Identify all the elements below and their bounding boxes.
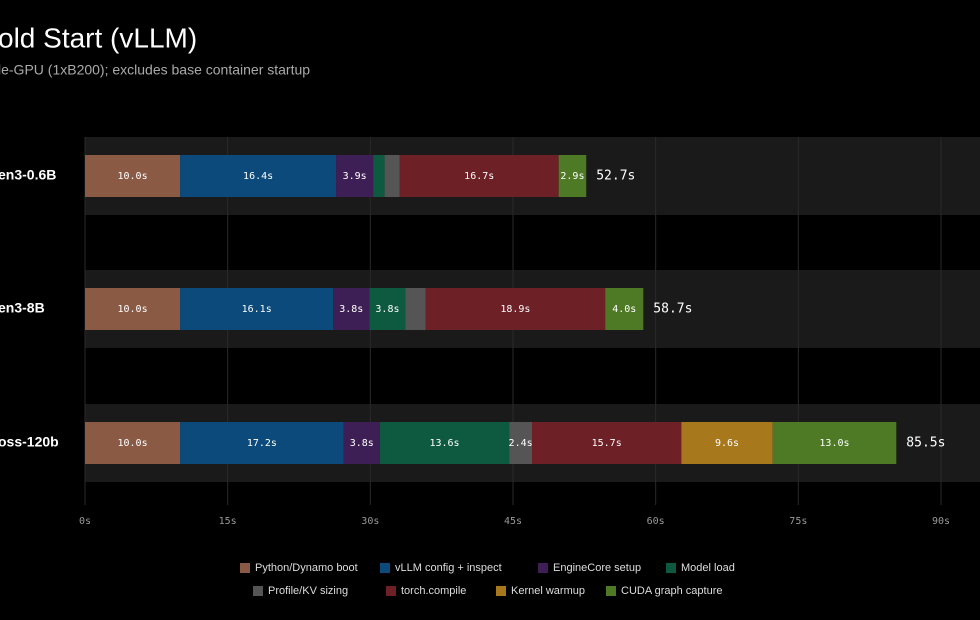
legend-swatch <box>253 586 263 596</box>
legend-label: Python/Dynamo boot <box>255 562 358 574</box>
legend-label: Kernel warmup <box>511 585 585 597</box>
legend-swatch <box>386 586 396 596</box>
bar-segment <box>369 288 406 330</box>
value-label: 10.0s <box>118 304 148 315</box>
legend-label: torch.compile <box>401 585 466 597</box>
legend-swatch <box>496 586 506 596</box>
legend-swatch <box>538 563 548 573</box>
bar-segment <box>336 155 374 197</box>
total-label: 58.7s <box>653 302 692 317</box>
bar-segment <box>772 422 897 464</box>
x-tick-label: 15s <box>219 516 237 527</box>
value-label: 3.8s <box>375 304 399 315</box>
bar-segment <box>399 155 559 197</box>
value-label: 13.0s <box>819 438 849 449</box>
value-label: 3.8s <box>350 438 374 449</box>
bar-segment <box>180 155 337 197</box>
category-label: en3-8B <box>0 300 45 316</box>
legend-swatch <box>666 563 676 573</box>
legend-label: CUDA graph capture <box>621 585 723 597</box>
bar-segment <box>379 422 510 464</box>
value-label: 4.0s <box>612 304 636 315</box>
category-label: en3-0.6B <box>0 167 56 183</box>
category-label: oss-120b <box>0 434 59 450</box>
x-tick-label: 30s <box>361 516 379 527</box>
bar-segment <box>425 288 606 330</box>
bar-segment <box>558 155 587 197</box>
chart-subtitle: le-GPU (1xB200); excludes base container… <box>0 62 310 78</box>
value-label: 10.0s <box>118 438 148 449</box>
bar-segment <box>180 422 344 464</box>
value-label: 9.6s <box>715 438 739 449</box>
value-label: 18.9s <box>500 304 530 315</box>
legend-label: Profile/KV sizing <box>268 585 348 597</box>
x-tick-label: 75s <box>789 516 807 527</box>
value-label: 3.8s <box>339 304 363 315</box>
bar-segment <box>384 155 400 197</box>
legend-swatch <box>606 586 616 596</box>
bar-segment <box>180 288 334 330</box>
x-tick-label: 60s <box>647 516 665 527</box>
legend-label: vLLM config + inspect <box>395 562 502 574</box>
bar-segment <box>605 288 644 330</box>
bar-segment <box>509 422 533 464</box>
legend-label: Model load <box>681 562 735 574</box>
bar-segment <box>373 155 385 197</box>
chart-title: old Start (vLLM) <box>0 22 197 53</box>
x-tick-label: 45s <box>504 516 522 527</box>
bar-segment <box>333 288 370 330</box>
total-label: 52.7s <box>596 169 635 184</box>
value-label: 10.0s <box>118 171 148 182</box>
bar-segment <box>85 422 181 464</box>
total-label: 85.5s <box>906 436 945 451</box>
bar-segment <box>85 288 181 330</box>
value-label: 3.9s <box>343 171 367 182</box>
legend-label: EngineCore setup <box>553 562 641 574</box>
bar-segment <box>681 422 773 464</box>
bar-segment <box>343 422 380 464</box>
bar-segment <box>532 422 682 464</box>
bar-segment <box>85 155 181 197</box>
value-label: 2.4s <box>509 438 533 449</box>
bar-segment <box>405 288 426 330</box>
legend-swatch <box>240 563 250 573</box>
value-label: 2.9s <box>560 171 584 182</box>
x-tick-label: 0s <box>79 516 91 527</box>
legend-swatch <box>380 563 390 573</box>
value-label: 16.1s <box>242 304 272 315</box>
value-label: 17.2s <box>247 438 277 449</box>
value-label: 15.7s <box>592 438 622 449</box>
x-tick-label: 90s <box>932 516 950 527</box>
value-label: 16.7s <box>464 171 494 182</box>
value-label: 13.6s <box>429 438 459 449</box>
value-label: 16.4s <box>243 171 273 182</box>
